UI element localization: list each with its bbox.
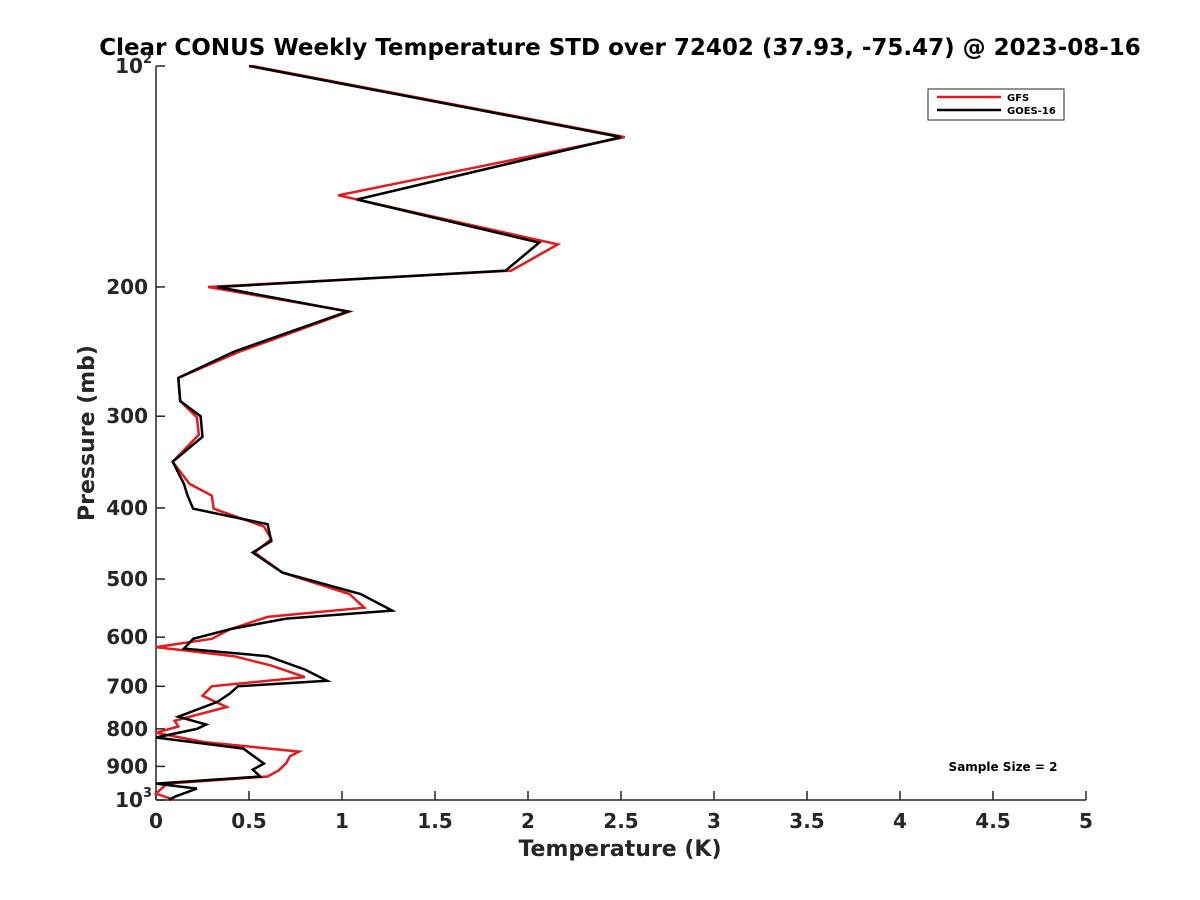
y-tick-label: 300: [106, 404, 148, 428]
y-tick-base: 10: [115, 54, 143, 78]
y-tick-label: 400: [106, 496, 148, 520]
x-tick-label: 0: [149, 809, 163, 833]
y-tick-label: 500: [106, 567, 148, 591]
y-tick-label: 900: [106, 754, 148, 778]
y-tick-label: 700: [106, 674, 148, 698]
y-tick-exponent: 2: [143, 52, 152, 67]
y-tick-exponent: 3: [143, 786, 152, 801]
y-tick-label: 600: [106, 625, 148, 649]
x-tick-label: 1.5: [417, 809, 452, 833]
series-lines: [153, 64, 625, 802]
y-tick-base: 300: [106, 404, 148, 428]
plot-area: 0 0.5 1 1.5 2 2.5 3 3.5 4 4.5 5 102200300400500600…: [106, 52, 1093, 833]
y-tick-base: 600: [106, 625, 148, 649]
legend-box: [927, 88, 1065, 121]
x-ticks: 0 0.5 1 1.5 2 2.5 3 3.5 4 4.5 5: [149, 791, 1093, 833]
y-tick-base: 900: [106, 754, 148, 778]
y-tick-base: 400: [106, 496, 148, 520]
y-tick-base: 800: [106, 717, 148, 741]
chart-title: Clear CONUS Weekly Temperature STD over …: [99, 35, 1141, 61]
legend: GFS GOES-16: [927, 88, 1065, 121]
x-tick-label: 5: [1079, 809, 1093, 833]
x-axis-label: Temperature (K): [518, 837, 721, 862]
y-tick-label: 102: [115, 52, 152, 78]
y-tick-base: 500: [106, 567, 148, 591]
x-tick-label: 4.5: [975, 809, 1010, 833]
x-tick-label: 3.5: [789, 809, 824, 833]
y-tick-base: 200: [106, 275, 148, 299]
series-line-gfs: [153, 64, 625, 802]
x-tick-label: 4: [893, 809, 907, 833]
series-line-goes16: [155, 64, 622, 802]
x-tick-label: 2.5: [603, 809, 638, 833]
y-tick-base: 10: [115, 788, 143, 812]
y-tick-label: 200: [106, 275, 148, 299]
legend-label-goes16: GOES-16: [1007, 106, 1056, 117]
x-tick-label: 0.5: [231, 809, 266, 833]
x-tick-label: 3: [707, 809, 721, 833]
x-tick-label: 2: [521, 809, 535, 833]
x-tick-label: 1: [335, 809, 349, 833]
y-tick-label: 103: [115, 786, 152, 812]
y-tick-label: 800: [106, 717, 148, 741]
legend-label-gfs: GFS: [1007, 93, 1029, 104]
y-tick-base: 700: [106, 674, 148, 698]
y-axis-label: Pressure (mb): [75, 345, 100, 521]
sample-size-annotation: Sample Size = 2: [949, 760, 1058, 774]
